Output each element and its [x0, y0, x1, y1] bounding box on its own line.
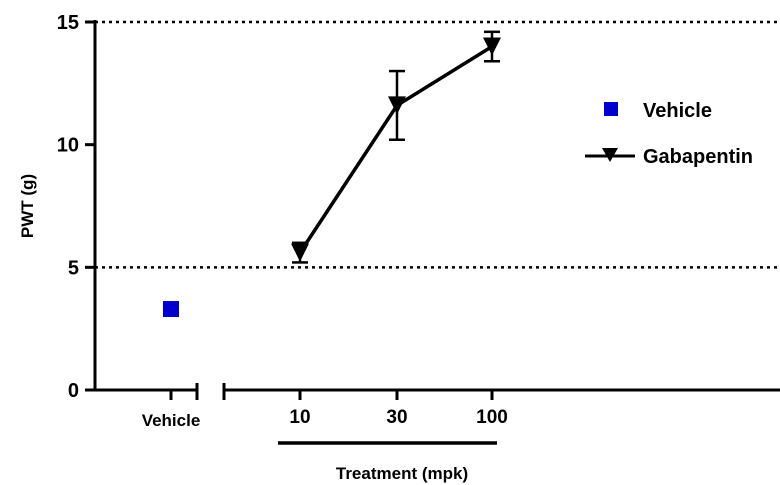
point-gabapentin-100: [483, 37, 501, 56]
legend-vehicle-marker: [604, 102, 618, 116]
axes: [85, 20, 780, 400]
x-tick-labels: Vehicle 10 30 100: [142, 407, 508, 430]
point-vehicle-Vehicle: [163, 301, 179, 318]
x-axis-title: Treatment (mpk): [336, 464, 468, 483]
y-tick-label-5: 5: [68, 257, 79, 279]
series-vehicle: [163, 301, 179, 318]
reference-lines: [95, 20, 780, 269]
y-tick-label-15: 15: [57, 12, 79, 34]
legend: Vehicle Gabapentin: [585, 100, 753, 168]
legend-vehicle-label: Vehicle: [643, 100, 712, 122]
y-tick-labels: 0 5 10 15: [57, 12, 79, 402]
legend-gabapentin-label: Gabapentin: [643, 146, 753, 168]
y-tick-label-10: 10: [57, 135, 79, 157]
x-tick-label-10: 10: [289, 407, 310, 428]
series-gabapentin: [291, 30, 501, 264]
x-tick-label-30: 30: [386, 407, 407, 428]
x-tick-label-vehicle: Vehicle: [142, 411, 201, 430]
y-axis-title: PWT (g): [18, 174, 37, 238]
y-tick-label-0: 0: [68, 380, 79, 402]
point-gabapentin-30: [388, 96, 406, 115]
series-layer: [163, 30, 501, 318]
legend-gabapentin-marker: [602, 148, 618, 162]
point-gabapentin-10: [291, 243, 309, 262]
x-tick-label-100: 100: [476, 407, 508, 428]
